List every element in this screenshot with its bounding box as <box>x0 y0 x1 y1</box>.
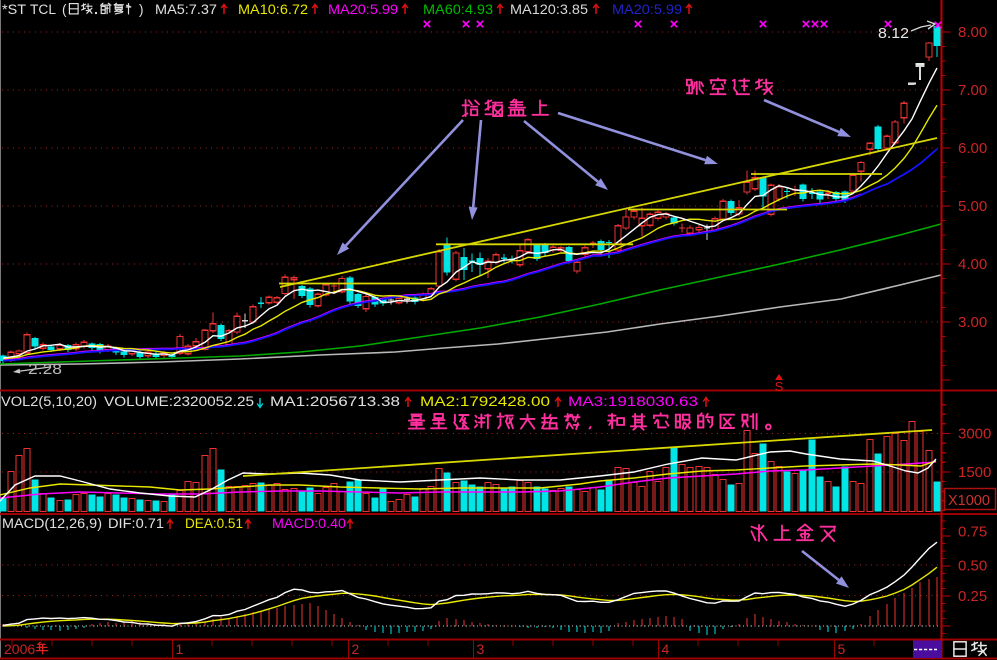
svg-text:0.50: 0.50 <box>958 558 987 575</box>
svg-text:3: 3 <box>477 641 485 657</box>
svg-text:DEA:0.51: DEA:0.51 <box>185 516 243 531</box>
svg-text:VOL2(5,10,20): VOL2(5,10,20) <box>1 394 97 409</box>
svg-text:3.00: 3.00 <box>958 314 987 331</box>
svg-text:1: 1 <box>176 641 184 657</box>
svg-text:): ) <box>139 2 144 17</box>
svg-text:MA10:6.72: MA10:6.72 <box>238 2 308 17</box>
svg-text:DIF:0.71: DIF:0.71 <box>108 516 164 531</box>
svg-text:MA3:1918030.63: MA3:1918030.63 <box>568 394 698 409</box>
svg-text:X1000: X1000 <box>948 493 990 509</box>
svg-text:MA1:2056713.38: MA1:2056713.38 <box>270 394 400 409</box>
svg-text:MA2:1792428.00: MA2:1792428.00 <box>420 394 550 409</box>
svg-text:1500: 1500 <box>958 464 991 481</box>
svg-text:2006: 2006 <box>4 641 35 657</box>
svg-text:5: 5 <box>838 641 846 657</box>
svg-text:2: 2 <box>352 641 360 657</box>
svg-text:S: S <box>775 379 784 394</box>
svg-text:7.00: 7.00 <box>958 82 987 99</box>
svg-text:MA120:3.85: MA120:3.85 <box>510 2 588 17</box>
svg-text:MACD:0.40: MACD:0.40 <box>272 516 346 531</box>
svg-text:MA20:5.99: MA20:5.99 <box>612 2 682 17</box>
svg-text:4.00: 4.00 <box>958 256 987 273</box>
svg-text:VOLUME:2320052.25: VOLUME:2320052.25 <box>104 394 254 409</box>
svg-text:0.75: 0.75 <box>958 524 987 541</box>
svg-text:MACD(12,26,9): MACD(12,26,9) <box>2 516 102 531</box>
svg-text:8.12: 8.12 <box>878 25 909 42</box>
svg-text:4: 4 <box>662 641 670 657</box>
svg-text:6.00: 6.00 <box>958 140 987 157</box>
svg-text:MA60:4.93: MA60:4.93 <box>423 2 493 17</box>
svg-text:*ST: *ST <box>2 2 26 17</box>
svg-text:3000: 3000 <box>958 426 991 443</box>
svg-text:5.00: 5.00 <box>958 198 987 215</box>
svg-text:0.25: 0.25 <box>958 588 987 605</box>
svg-text:MA5:7.37: MA5:7.37 <box>155 2 217 17</box>
svg-text:TCL: TCL <box>30 2 56 17</box>
svg-text:8.00: 8.00 <box>958 24 987 41</box>
svg-text:MA20:5.99: MA20:5.99 <box>328 2 398 17</box>
svg-text:(: ( <box>62 2 67 17</box>
svg-text:2.28: 2.28 <box>28 361 62 378</box>
